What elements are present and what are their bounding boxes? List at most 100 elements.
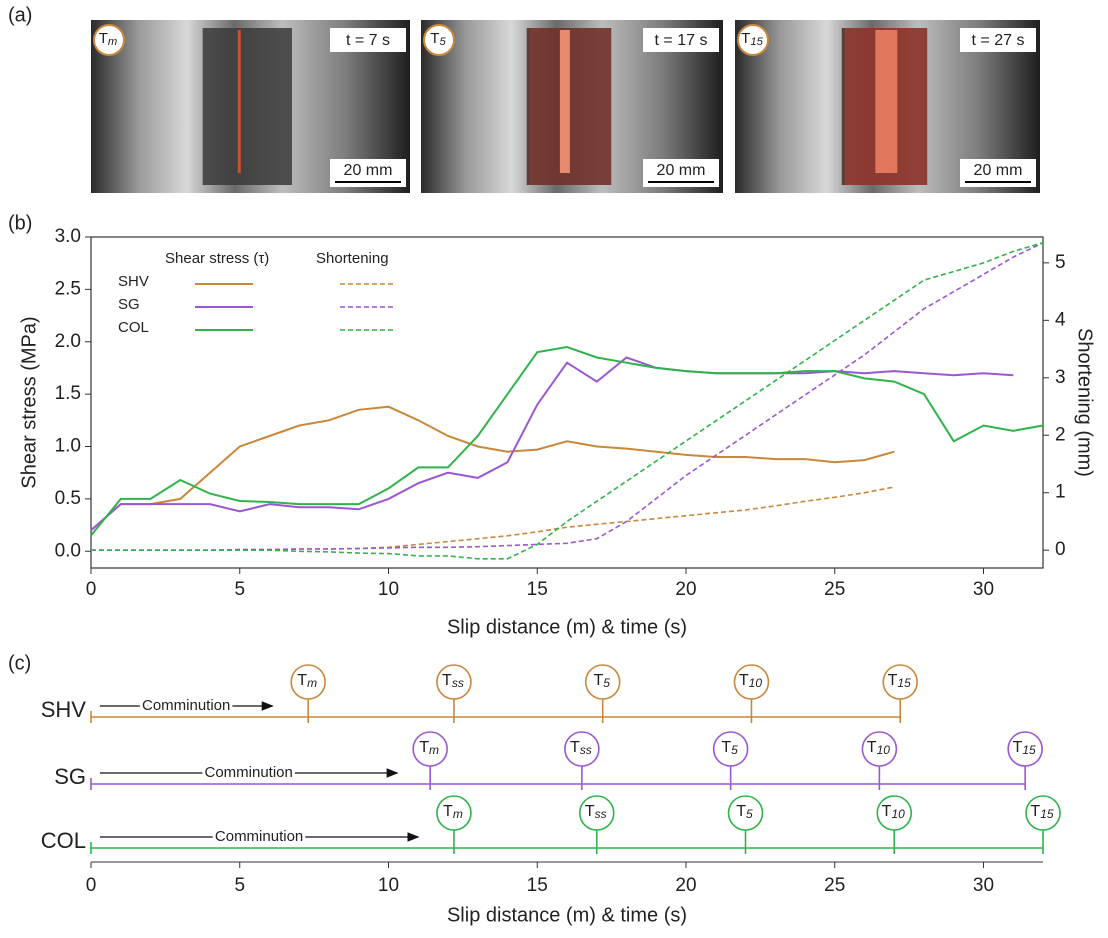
time-box (330, 28, 406, 52)
event-marker (727, 795, 764, 831)
marker-label: Tss (585, 803, 607, 821)
marker-main: T (1030, 803, 1040, 820)
x-tick-label: 10 (378, 579, 399, 600)
scale-label: 20 mm (974, 162, 1023, 179)
marker-label: T10 (739, 672, 762, 690)
time-label: t = 17 s (655, 32, 708, 49)
marker-sub: 10 (891, 807, 905, 821)
marker-label: T15 (741, 30, 763, 48)
photo-sample (202, 28, 292, 185)
marker-label: Tm (297, 672, 317, 690)
x-tick-label: 15 (527, 875, 548, 896)
marker-main: T (867, 739, 877, 756)
marker-main: T (442, 672, 452, 689)
scale-label: 20 mm (657, 162, 706, 179)
marker-main: T (430, 30, 439, 47)
marker-sub: 10 (749, 676, 763, 690)
scale-label: 20 mm (344, 162, 393, 179)
marker-label: Tss (570, 739, 592, 757)
marker-sub: ss (595, 807, 607, 821)
photo-frame: Tm t = 7 s 20 mm (91, 20, 410, 193)
marker-sub: ss (452, 676, 464, 690)
x-tick-label: 5 (234, 875, 245, 896)
legend-label: COL (118, 319, 149, 336)
marker-sub: 10 (877, 743, 891, 757)
marker-sub: 5 (439, 36, 446, 48)
row-label: SG (54, 764, 86, 789)
series-line (90, 356, 1014, 532)
arrow-label: Comminution (142, 697, 230, 714)
x-tick-label: 25 (824, 579, 845, 600)
event-marker (733, 664, 770, 700)
series-line (91, 486, 895, 551)
marker-sub: m (429, 743, 439, 757)
y2-axis-title: Shortening (mm) (1074, 328, 1096, 477)
x-axis-title: Slip distance (m) & time (s) (447, 616, 687, 638)
x-tick-label: 15 (527, 579, 548, 600)
marker-label: Tm (443, 803, 463, 821)
x-axis-title: Slip distance (m) & time (s) (447, 904, 687, 926)
series-line (91, 241, 1044, 560)
photo-glow (875, 30, 898, 173)
marker-circle (93, 24, 125, 56)
marker-circle (737, 24, 769, 56)
series-line (90, 405, 895, 532)
marker-sub: 15 (750, 36, 763, 48)
marker-main: T (419, 739, 429, 756)
photo-glow (237, 30, 241, 173)
marker-sub: 5 (731, 743, 738, 757)
event-marker (876, 795, 913, 831)
time-box (643, 28, 719, 52)
marker-main: T (593, 672, 603, 689)
marker-sub: 15 (1040, 807, 1054, 821)
legend-header: Shear stress (τ) (165, 250, 269, 267)
panel-label: (c) (8, 652, 31, 674)
marker-main: T (736, 803, 746, 820)
y-tick-label: 2.0 (55, 331, 81, 352)
marker-label: Tss (442, 672, 464, 690)
event-marker (712, 731, 749, 767)
event-marker (436, 664, 472, 700)
marker-label: T5 (721, 739, 738, 757)
marker-sub: ss (580, 743, 592, 757)
x-tick-label: 30 (973, 579, 994, 600)
y2-tick-label: 4 (1055, 309, 1066, 330)
legend-label: SG (118, 296, 140, 313)
marker-main: T (721, 739, 731, 756)
marker-sub: 15 (897, 676, 911, 690)
x-tick-label: 10 (378, 875, 399, 896)
marker-sub: m (453, 807, 463, 821)
marker-sub: m (307, 676, 317, 690)
marker-label: T5 (430, 30, 446, 48)
marker-sub: 5 (603, 676, 610, 690)
marker-main: T (1013, 739, 1023, 756)
marker-main: T (99, 30, 108, 47)
marker-label: Tm (419, 739, 439, 757)
marker-main: T (443, 803, 453, 820)
marker-sub: 15 (1022, 743, 1036, 757)
marker-main: T (585, 803, 595, 820)
y-tick-label: 0.5 (55, 488, 81, 509)
plot-frame (90, 236, 1044, 569)
event-marker (564, 731, 600, 767)
y2-tick-label: 2 (1055, 424, 1066, 445)
x-tick-label: 30 (973, 875, 994, 896)
event-marker (584, 664, 621, 700)
marker-sub: 5 (746, 807, 753, 821)
marker-main: T (882, 803, 892, 820)
x-tick-label: 25 (824, 875, 845, 896)
legend-label: SHV (118, 273, 149, 290)
x-tick-label: 20 (675, 875, 696, 896)
photo-frame: T15 t = 27 s 20 mm (735, 20, 1040, 193)
marker-label: T5 (593, 672, 610, 690)
y2-tick-label: 5 (1055, 252, 1066, 273)
event-marker (882, 664, 919, 700)
marker-circle (423, 24, 455, 56)
x-tick-label: 0 (86, 579, 97, 600)
x-tick-label: 20 (675, 579, 696, 600)
photo-glow-halo (529, 28, 612, 185)
marker-label: Tm (99, 30, 118, 48)
photo-glow (559, 30, 570, 173)
time-label: t = 7 s (346, 32, 390, 49)
